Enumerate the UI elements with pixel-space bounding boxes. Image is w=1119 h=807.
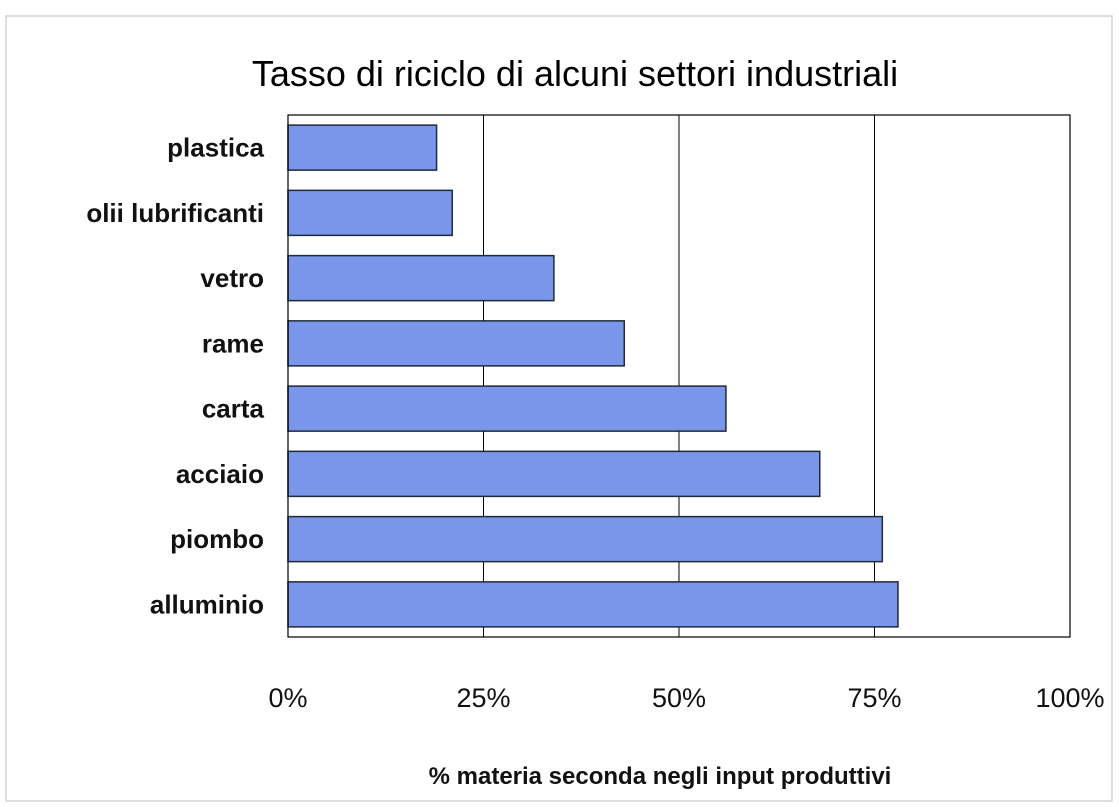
bar-carta (287, 385, 727, 432)
bar-plastica (287, 124, 438, 171)
chart-title: Tasso di riciclo di alcuni settori indus… (252, 53, 898, 94)
category-label: piombo (170, 524, 264, 554)
category-label: olii lubrificanti (86, 198, 264, 228)
x-tick-label: 50% (652, 683, 706, 713)
category-label: rame (202, 328, 264, 358)
bars (287, 124, 899, 628)
category-label: carta (202, 394, 265, 424)
x-tick-labels: 0% 25% 50% 75% 100% (268, 683, 1104, 713)
x-axis-label: % materia seconda negli input produttivi (429, 763, 892, 790)
x-tick-label: 100% (1035, 683, 1104, 713)
x-tick-label: 25% (456, 683, 510, 713)
bar-alluminio (287, 581, 899, 628)
category-label: vetro (200, 263, 264, 293)
x-tick-label: 0% (268, 683, 307, 713)
bar-olii-lubrificanti (287, 189, 453, 237)
bar-piombo (287, 515, 884, 563)
category-label: acciaio (176, 459, 264, 489)
bar-vetro (287, 254, 555, 302)
bar-acciaio (287, 450, 821, 498)
bar-rame (287, 320, 626, 367)
category-label: alluminio (150, 589, 264, 619)
x-tick-label: 75% (847, 683, 901, 713)
category-label: plastica (167, 133, 264, 163)
plot-area (287, 114, 1071, 638)
category-labels: plastica olii lubrificanti vetro rame carta a… (86, 133, 264, 620)
